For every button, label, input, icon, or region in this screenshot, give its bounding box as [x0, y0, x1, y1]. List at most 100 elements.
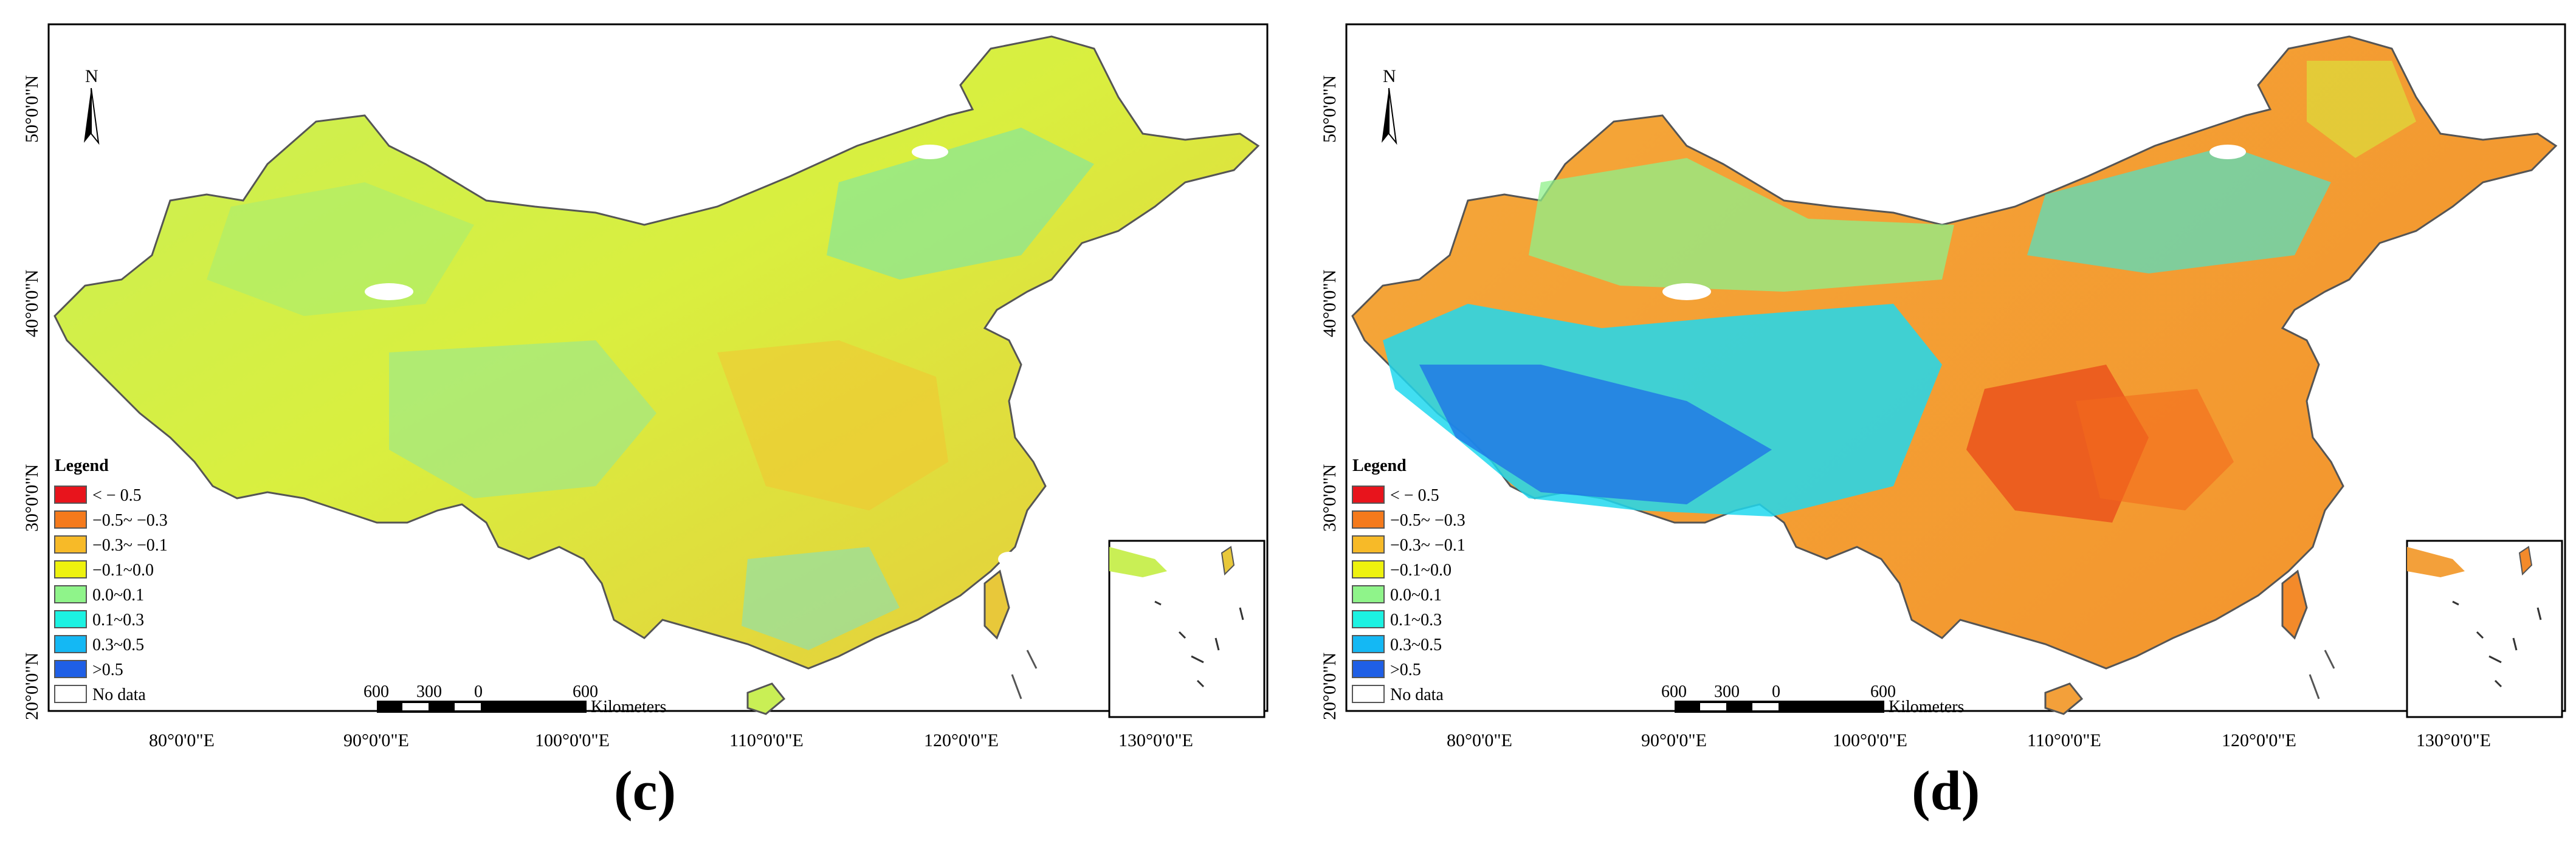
legend-swatch — [1352, 635, 1385, 653]
svg-text:80°0'0"E: 80°0'0"E — [149, 730, 215, 750]
legend-label: −0.1~0.0 — [92, 561, 154, 580]
svg-text:110°0'0"E: 110°0'0"E — [729, 730, 804, 750]
legend-label: < − 0.5 — [92, 486, 142, 505]
legend-label: >0.5 — [92, 661, 123, 679]
legend-swatch — [1352, 660, 1385, 678]
svg-text:Legend: Legend — [55, 456, 109, 475]
legend-item: 0.1~0.3 — [54, 610, 144, 630]
svg-text:N: N — [85, 66, 98, 86]
legend-item: < − 0.5 — [54, 486, 142, 505]
legend: Legend < − 0.5 −0.5~ −0.3 −0.3~ −0.1 −0.1~0… — [1352, 456, 1465, 704]
svg-text:600: 600 — [1661, 682, 1687, 701]
legend-label: 0.1~0.3 — [92, 611, 144, 630]
legend-swatch — [54, 510, 87, 529]
legend-swatch — [54, 635, 87, 653]
svg-text:110°0'0"E: 110°0'0"E — [2027, 730, 2101, 750]
zone-patch — [2076, 389, 2234, 510]
legend-item: < − 0.5 — [1352, 486, 1439, 505]
legend-swatch — [54, 685, 87, 703]
legend-swatch — [1352, 535, 1385, 554]
latitude-labels: 50°0'0"N 40°0'0"N 30°0'0"N 20°0'0"N — [1320, 75, 1340, 720]
legend-label: −0.3~ −0.1 — [1390, 536, 1465, 555]
legend-label: −0.3~ −0.1 — [92, 536, 168, 555]
legend-label: −0.1~0.0 — [1390, 561, 1452, 580]
svg-text:130°0'0"E: 130°0'0"E — [1118, 730, 1193, 750]
svg-text:300: 300 — [416, 682, 442, 701]
sea-boundary — [2324, 650, 2335, 669]
legend-swatch — [54, 486, 87, 504]
svg-text:20°0'0"N: 20°0'0"N — [22, 653, 42, 720]
zone-patch — [1529, 158, 1954, 292]
north-arrow: N — [84, 66, 100, 145]
svg-text:Kilometers: Kilometers — [591, 698, 666, 716]
legend-item: 0.1~0.3 — [1352, 610, 1442, 630]
panel-caption: (d) — [1912, 760, 1980, 822]
legend-item: −0.1~0.0 — [54, 560, 154, 580]
legend-item: >0.5 — [1352, 660, 1421, 679]
svg-text:600: 600 — [573, 682, 598, 701]
taiwan-island — [983, 569, 1010, 640]
sea-boundary — [1011, 674, 1022, 699]
legend-swatch — [1352, 510, 1385, 529]
legend-swatch — [54, 610, 87, 628]
svg-text:40°0'0"N: 40°0'0"N — [22, 270, 42, 337]
legend-item: 0.0~0.1 — [54, 585, 144, 605]
zone-patch — [389, 340, 656, 498]
svg-text:100°0'0"E: 100°0'0"E — [535, 730, 610, 750]
svg-text:90°0'0"E: 90°0'0"E — [343, 730, 409, 750]
legend-label: 0.3~0.5 — [92, 636, 144, 654]
legend-swatch — [1352, 685, 1385, 703]
legend-swatch — [54, 585, 87, 603]
svg-text:600: 600 — [1870, 682, 1896, 701]
svg-text:100°0'0"E: 100°0'0"E — [1833, 730, 1907, 750]
zone-patch — [717, 340, 948, 510]
zone-patch — [2027, 146, 2331, 273]
no-data-patch — [2209, 145, 2246, 159]
hainan-island — [746, 682, 786, 715]
legend-item: −0.3~ −0.1 — [1352, 535, 1465, 555]
svg-text:0: 0 — [1772, 682, 1780, 701]
legend-swatch — [54, 535, 87, 554]
legend-label: −0.5~ −0.3 — [92, 511, 168, 530]
no-data-patch — [912, 145, 948, 159]
svg-text:80°0'0"E: 80°0'0"E — [1447, 730, 1512, 750]
longitude-labels: 80°0'0"E 90°0'0"E 100°0'0"E 110°0'0"E 12… — [149, 730, 1193, 750]
svg-text:300: 300 — [1714, 682, 1740, 701]
zone-patch — [1419, 365, 1772, 504]
svg-text:Legend: Legend — [1352, 456, 1407, 475]
svg-text:120°0'0"E: 120°0'0"E — [924, 730, 999, 750]
svg-text:50°0'0"N: 50°0'0"N — [1320, 75, 1340, 143]
legend-item: −0.5~ −0.3 — [1352, 510, 1465, 530]
map-d-svg: N Legend < − 0.5 −0.5~ −0.3 −0.3~ −0.1 −0.1… — [1320, 23, 2566, 750]
hainan-island — [2044, 682, 2084, 715]
legend-label: −0.5~ −0.3 — [1390, 511, 1465, 530]
legend-item: 0.0~0.1 — [1352, 585, 1442, 605]
svg-text:40°0'0"N: 40°0'0"N — [1320, 270, 1340, 337]
legend-label: 0.0~0.1 — [92, 586, 144, 605]
map-panel-d: N Legend < − 0.5 −0.5~ −0.3 −0.3~ −0.1 −0.1… — [1320, 23, 2576, 819]
zone-patch — [207, 182, 474, 316]
legend-item: No data — [54, 685, 146, 704]
svg-text:50°0'0"N: 50°0'0"N — [22, 75, 42, 143]
no-data-patch — [1662, 283, 1711, 300]
zone-patch — [827, 128, 1094, 280]
legend-swatch — [1352, 560, 1385, 578]
longitude-labels: 80°0'0"E 90°0'0"E 100°0'0"E 110°0'0"E 12… — [1447, 730, 2491, 750]
svg-text:30°0'0"N: 30°0'0"N — [22, 464, 42, 532]
zone-patch — [742, 547, 900, 650]
inset-map-south-china-sea — [1108, 540, 1266, 718]
scale-bar: 600 300 0 600 Kilometers — [363, 682, 666, 716]
legend-label: < − 0.5 — [1390, 486, 1439, 505]
legend-label: No data — [92, 685, 146, 704]
map-c-svg: N Legend < − 0.5 −0.5~ −0.3 −0.3~ −0.1 −0.1… — [22, 23, 1269, 750]
svg-text:0: 0 — [474, 682, 483, 701]
legend-item: No data — [1352, 685, 1444, 704]
svg-text:N: N — [1383, 66, 1396, 86]
panel-caption: (c) — [614, 760, 677, 822]
sea-boundary — [2309, 674, 2320, 699]
no-data-patch — [365, 283, 413, 300]
svg-text:130°0'0"E: 130°0'0"E — [2416, 730, 2491, 750]
legend-swatch — [54, 560, 87, 578]
inset-map-south-china-sea — [2406, 540, 2563, 718]
latitude-labels: 50°0'0"N 40°0'0"N 30°0'0"N 20°0'0"N — [22, 75, 42, 720]
